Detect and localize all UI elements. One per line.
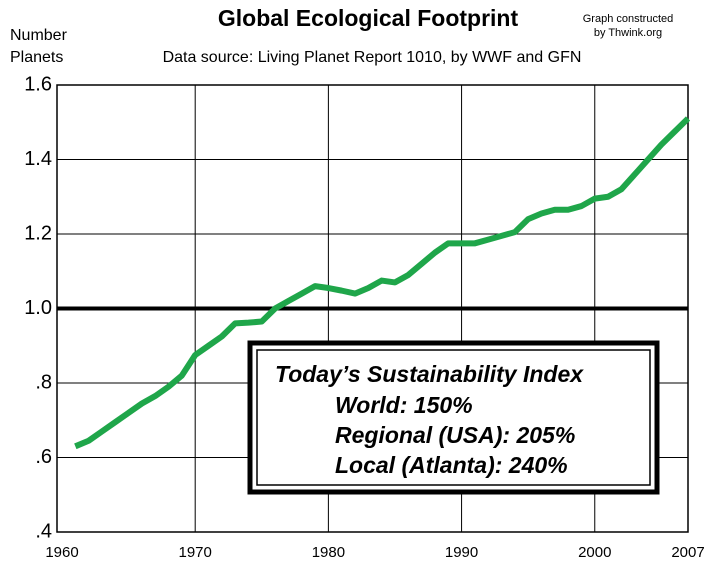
y-axis-label: Planets [10,49,63,66]
y-tick-label: 1.4 [24,148,52,170]
x-tick-label: 1980 [312,544,345,561]
annotation-line: Local (Atlanta): 240% [335,452,568,478]
x-tick-label: 1970 [179,544,212,561]
x-tick-label: 2007 [671,544,704,561]
annotation-box-inner [256,349,651,486]
y-axis-label: Number [10,27,68,44]
annotation-title: Today’s Sustainability Index [275,361,584,387]
annotation-line: Regional (USA): 205% [335,422,575,448]
x-tick-label: 2000 [578,544,611,561]
chart-title: Global Ecological Footprint [218,5,519,31]
credit: by Thwink.org [594,27,662,39]
y-tick-label: 1.6 [24,73,52,95]
x-tick-label: 1990 [445,544,478,561]
y-tick-label: .4 [35,520,52,542]
y-tick-label: .6 [35,446,52,468]
y-tick-label: .8 [35,371,52,393]
x-tick-label: 1960 [45,544,78,561]
subtitle: Data source: Living Planet Report 1010, … [163,49,582,66]
data-line [74,116,691,450]
y-tick-label: 1.2 [24,222,52,244]
credit: Graph constructed [583,13,674,25]
annotation-line: World: 150% [335,392,473,418]
y-tick-label: 1.0 [24,297,52,319]
annotation-box [247,340,660,495]
